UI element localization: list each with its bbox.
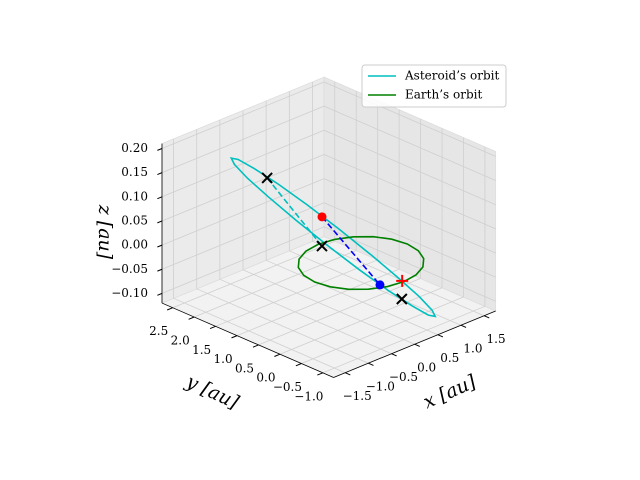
z-tick-label: −0.05 [111, 262, 148, 276]
tick-mark [157, 196, 163, 200]
point-marker [261, 172, 273, 184]
grid-line [173, 297, 346, 374]
grid-line [215, 259, 378, 327]
tick-mark [483, 315, 490, 319]
tick-mark [344, 372, 351, 376]
tick-mark [414, 343, 420, 347]
grid-line [236, 268, 400, 336]
grid-line [161, 129, 325, 198]
point-marker [396, 274, 409, 287]
tick-mark [157, 292, 163, 296]
legend: Asteroid’s orbit Earth’s orbit [361, 64, 507, 108]
y-tick-label: 2.0 [171, 334, 190, 348]
legend-label: Earth’s orbit [405, 88, 482, 102]
dashed-line [266, 177, 323, 247]
legend-box [361, 64, 507, 108]
x-tick-label: −1.0 [366, 380, 395, 394]
grid-line [323, 202, 496, 278]
tick-mark [166, 307, 173, 311]
y-tick-label: −0.5 [273, 380, 302, 394]
grid-line [323, 105, 496, 181]
z-tick-label: 0.20 [121, 141, 148, 155]
z-tick-label: 0.00 [121, 238, 148, 252]
tick-mark [295, 363, 302, 367]
z-axis-label: z [au] [94, 204, 116, 260]
tick-mark [252, 344, 259, 348]
point-marker [375, 280, 385, 290]
x-tick-label: 1.5 [487, 332, 506, 346]
orbit-line [229, 157, 437, 318]
tick-mark [274, 353, 281, 357]
x-tick-label: −1.5 [343, 389, 372, 403]
tick-mark [209, 325, 216, 330]
z-tick-label: 0.15 [121, 165, 148, 179]
grid-line [322, 305, 486, 374]
grid-line [242, 269, 415, 345]
tick-mark [460, 324, 467, 328]
legend-label: Asteroid’s orbit [404, 69, 499, 83]
y-tick-label: 0.5 [235, 361, 254, 375]
grid-line [323, 81, 496, 157]
x-tick-label: 1.0 [463, 342, 482, 356]
grid-line [301, 296, 464, 364]
x-tick-label: 0.5 [440, 351, 459, 365]
grid-line [161, 105, 325, 174]
y-tick-label: −1.0 [294, 389, 323, 403]
x-axis-line [333, 310, 496, 378]
y-tick-label: 1.0 [214, 352, 233, 366]
x-tick-label: −0.5 [389, 370, 418, 384]
z-tick-label: 0.10 [121, 189, 148, 203]
tick-mark [157, 148, 163, 151]
tick-mark [157, 244, 163, 248]
x-axis-label: x [au] [420, 371, 480, 414]
grid-line [258, 278, 421, 346]
grid [161, 81, 496, 374]
tick-mark [437, 334, 444, 338]
grid-line [161, 154, 325, 222]
z-tick-label: −0.10 [111, 286, 148, 300]
tick-mark [368, 362, 374, 366]
tick-mark [157, 220, 163, 224]
tick-mark [188, 316, 195, 320]
tick-mark [231, 335, 238, 339]
y-axis-label: y [au] [182, 370, 243, 414]
grid-line [161, 178, 325, 246]
grid-line [219, 278, 392, 355]
dashed-line [321, 216, 381, 286]
tick-mark [391, 353, 397, 357]
tick-mark [157, 172, 163, 176]
z-tick-label: 0.05 [121, 213, 148, 227]
y-tick-label: 1.5 [192, 343, 211, 357]
grid-line [196, 288, 369, 364]
grid-line [161, 226, 325, 294]
grid-line [172, 240, 335, 309]
y-tick-label: 2.5 [149, 324, 168, 338]
panes [160, 76, 497, 378]
point-marker [396, 293, 408, 305]
grid-line [194, 250, 357, 318]
x-tick-label: 0.0 [417, 361, 436, 375]
grid-line [161, 81, 325, 149]
grid-line [279, 287, 443, 355]
point-marker [317, 212, 327, 222]
grid-line [323, 129, 496, 206]
tick-mark [157, 268, 163, 272]
y-axis-line [161, 302, 334, 378]
tick-mark [317, 372, 324, 376]
y-tick-label: 0.0 [256, 371, 275, 385]
plot-area [229, 157, 437, 318]
grid-line [323, 178, 496, 254]
point-marker [316, 240, 328, 252]
grid-line [266, 259, 438, 336]
orbit-line [297, 235, 425, 291]
grid-line [323, 154, 496, 230]
